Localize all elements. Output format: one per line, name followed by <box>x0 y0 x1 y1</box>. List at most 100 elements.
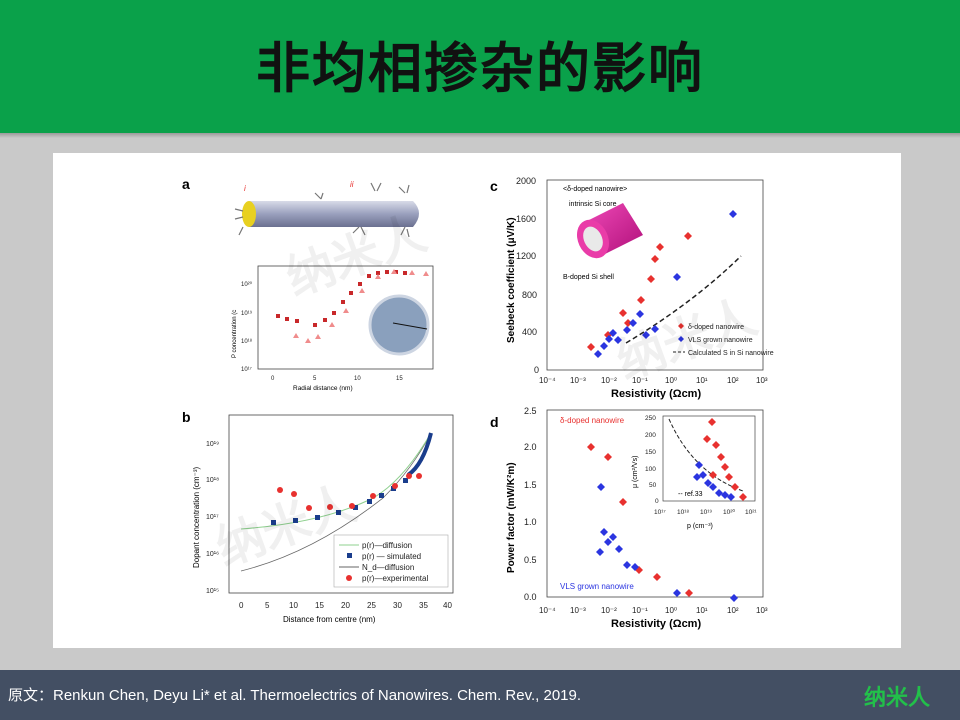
panel-d-label: d <box>490 414 499 430</box>
figure-panel: a i ii P concentration (c Radial distanc… <box>53 153 901 648</box>
title-bar: 非均相掺杂的影响 <box>0 0 960 133</box>
panel-c-legend: δ-doped nanowire VLS grown nanowire Calc… <box>673 323 774 357</box>
panel-d-blue-points <box>596 483 738 602</box>
panel-a-label: a <box>182 176 190 192</box>
svg-text:10¹⁸: 10¹⁸ <box>677 509 689 516</box>
panel-c-blue-points <box>594 210 737 358</box>
svg-text:10¹⁵: 10¹⁵ <box>206 588 219 595</box>
panel-c-calculated-curve <box>625 255 742 344</box>
svg-text:10¹⁸: 10¹⁸ <box>206 477 219 484</box>
svg-text:15: 15 <box>315 601 324 610</box>
logo: 纳米人 <box>864 686 931 711</box>
svg-text:0: 0 <box>655 498 659 505</box>
svg-text:10⁻²: 10⁻² <box>601 606 617 615</box>
panel-a-ylabel: P concentration (c <box>232 310 238 358</box>
panel-d-axes <box>546 409 764 598</box>
panel-b-experimental-points <box>277 473 422 511</box>
svg-text:1200: 1200 <box>516 251 536 261</box>
panel-d-red-label: δ-doped nanowire <box>560 416 625 425</box>
svg-text:1600: 1600 <box>516 214 536 224</box>
molecule-icons <box>234 182 410 238</box>
panel-c-yticks: 2000 1600 1200 800 400 0 <box>516 176 539 375</box>
svg-text:10⁻¹: 10⁻¹ <box>632 376 648 385</box>
inset-c-core-disc <box>583 226 603 252</box>
svg-text:1.5: 1.5 <box>524 480 537 490</box>
panel-c-axes <box>546 179 764 371</box>
svg-text:10¹⁷: 10¹⁷ <box>206 514 219 521</box>
svg-text:10²: 10² <box>727 606 739 615</box>
svg-text:10⁻⁴: 10⁻⁴ <box>539 376 556 385</box>
svg-text:10¹⁹: 10¹⁹ <box>206 441 219 448</box>
svg-text:2.0: 2.0 <box>524 442 537 452</box>
svg-text:0: 0 <box>271 376 275 382</box>
inset-c-core: intrinsic Si core <box>569 201 617 208</box>
svg-text:1.0: 1.0 <box>524 517 537 527</box>
panel-b-axes <box>228 414 454 594</box>
svg-text:50: 50 <box>649 482 657 489</box>
nanowire-tip <box>242 201 256 227</box>
svg-text:0.0: 0.0 <box>524 592 537 602</box>
svg-text:10¹: 10¹ <box>696 376 708 385</box>
inset-d-ylabel: μ (cm²/Vs) <box>632 456 639 488</box>
panel-a-yticks: 10²⁰ 10¹⁹ 10¹⁸ 10¹⁷ <box>241 281 253 373</box>
panel-d-blue-label: VLS grown nanowire <box>560 582 634 591</box>
title-bar-shadow <box>0 133 960 138</box>
svg-text:10¹⁹: 10¹⁹ <box>700 509 712 516</box>
svg-text:VLS grown nanowire: VLS grown nanowire <box>688 337 753 344</box>
svg-text:10³: 10³ <box>756 606 768 615</box>
slide-title: 非均相掺杂的影响 <box>256 37 704 100</box>
svg-text:15: 15 <box>396 376 403 382</box>
svg-text:20: 20 <box>341 601 350 610</box>
svg-text:δ-doped nanowire: δ-doped nanowire <box>688 324 744 331</box>
svg-text:p(r)—experimental: p(r)—experimental <box>362 574 428 583</box>
svg-text:800: 800 <box>522 290 537 300</box>
svg-text:10²: 10² <box>727 376 739 385</box>
svg-text:10: 10 <box>354 376 361 382</box>
svg-text:N_d—diffusion: N_d—diffusion <box>362 563 414 572</box>
svg-text:150: 150 <box>645 449 656 456</box>
svg-text:10⁰: 10⁰ <box>665 376 677 385</box>
svg-text:100: 100 <box>645 466 656 473</box>
svg-text:10¹⁸: 10¹⁸ <box>241 338 253 345</box>
panel-d-xticks: 10⁻⁴ 10⁻³ 10⁻² 10⁻¹ 10⁰ 10¹ 10² 10³ <box>539 606 768 615</box>
svg-text:10²⁰: 10²⁰ <box>723 508 735 516</box>
citation-text: 原文：Renkun Chen, Deyu Li* et al. Thermoel… <box>8 687 582 704</box>
svg-text:10⁻⁴: 10⁻⁴ <box>539 606 556 615</box>
panel-b-ylabel: Dopant concentration (cm⁻³) <box>192 467 201 568</box>
nanowire-body <box>249 201 419 227</box>
svg-text:10⁻³: 10⁻³ <box>570 376 586 385</box>
svg-text:5: 5 <box>265 601 270 610</box>
figure-svg: a i ii P concentration (c Radial distanc… <box>182 176 774 630</box>
panel-d-yticks: 2.5 2.0 1.5 1.0 0.5 0.0 <box>524 406 537 602</box>
svg-text:2.5: 2.5 <box>524 406 537 416</box>
panel-d-xlabel: Resistivity (Ωcm) <box>611 618 701 630</box>
panel-c-red-points <box>587 232 692 351</box>
svg-text:p(r) — simulated: p(r) — simulated <box>362 552 421 561</box>
panel-b-legend <box>333 534 449 588</box>
inset-d-xlabel: p (cm⁻³) <box>687 523 713 530</box>
svg-text:0: 0 <box>239 601 244 610</box>
panel-d-ylabel: Power factor (mW/K²m) <box>506 462 517 573</box>
inset-c-shell: B-doped Si shell <box>563 274 614 281</box>
svg-text:2000: 2000 <box>516 176 536 186</box>
inset-d-red-points <box>703 418 747 501</box>
svg-text:30: 30 <box>393 601 402 610</box>
svg-text:0.5: 0.5 <box>524 555 537 565</box>
panel-d-red-points <box>587 443 693 597</box>
panel-b-label: b <box>182 409 191 425</box>
panel-a-squares <box>276 270 407 327</box>
svg-text:Calculated S in Si nanowire: Calculated S in Si nanowire <box>688 350 774 357</box>
panel-b-yticks: 10¹⁹ 10¹⁸ 10¹⁷ 10¹⁶ 10¹⁵ <box>206 441 219 595</box>
panel-b-nd-curve <box>240 432 432 572</box>
panel-a-roman-i: i <box>244 184 246 193</box>
svg-text:10⁻¹: 10⁻¹ <box>632 606 648 615</box>
inset-c-title: <δ-doped nanowire> <box>563 186 627 193</box>
svg-text:200: 200 <box>645 432 656 439</box>
panel-c-ylabel: Seebeck coefficient (μV/K) <box>506 217 517 343</box>
panel-a-axes <box>257 265 434 370</box>
inset-d-yticks: 250 200 150 100 50 0 <box>645 415 659 505</box>
panel-b-legend-items: p(r)—diffusion p(r) — simulated N_d—diff… <box>339 541 428 583</box>
svg-text:25: 25 <box>367 601 376 610</box>
svg-text:10²⁰: 10²⁰ <box>241 281 253 288</box>
svg-text:250: 250 <box>645 415 656 422</box>
